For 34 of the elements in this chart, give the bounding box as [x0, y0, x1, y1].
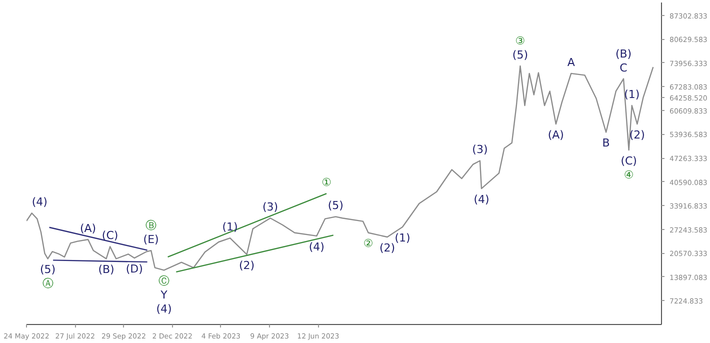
annotation: (5): [40, 263, 56, 276]
annotation: (4): [474, 193, 490, 206]
annotation: (3): [472, 143, 488, 156]
annotation: (2): [380, 242, 396, 255]
annotation: ③: [515, 34, 526, 48]
annotation: (B): [615, 47, 632, 60]
annotation: (C): [102, 229, 118, 242]
annotation: ①: [322, 176, 332, 190]
annotation: (5): [328, 199, 344, 212]
annotation: Ⓒ: [158, 274, 170, 288]
annotation: (E): [143, 233, 159, 246]
annotation: A: [567, 56, 576, 69]
annotation: (2): [629, 128, 645, 142]
annotation: (C): [620, 154, 637, 168]
annotation: (A): [80, 222, 96, 236]
annotation: Ⓐ: [42, 277, 54, 290]
annotation: (4): [32, 196, 48, 209]
annotation: ④: [624, 168, 634, 182]
annotation: (5): [512, 48, 528, 62]
annotation: (1): [222, 220, 238, 234]
annotation: (1): [394, 232, 410, 245]
annotation: (A): [548, 128, 564, 142]
annotation: Ⓑ: [146, 219, 157, 232]
annotation: Y: [160, 288, 168, 302]
annotation: (1): [624, 88, 640, 101]
annotation: (D): [126, 262, 143, 276]
annotation: (4): [156, 302, 172, 316]
annotation: (3): [262, 200, 278, 214]
annotation: C: [620, 61, 628, 74]
annotation: (B): [98, 263, 114, 276]
annotation: ②: [363, 237, 374, 250]
annotation: (2): [238, 258, 255, 272]
annotation: (4): [308, 240, 324, 254]
annotation: B: [602, 136, 610, 150]
